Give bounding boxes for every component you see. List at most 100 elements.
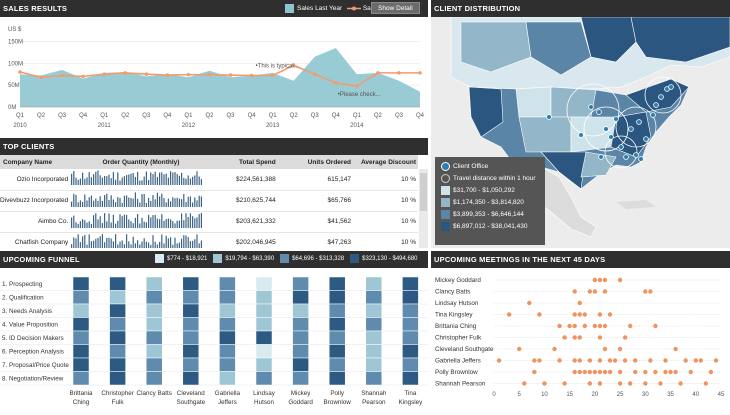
funnel-cell [402,357,419,372]
sales-point [355,84,359,88]
meeting-dot [663,369,668,375]
sparkbar [75,177,77,186]
meeting-dot [678,381,683,386]
funnel-cell [109,357,126,372]
sparkbar [80,241,82,248]
client-office-markers[interactable] [546,84,674,162]
column-header-average-discount[interactable]: Average Discount [355,155,418,169]
meeting-dot [587,289,593,294]
table-row[interactable]: Chatfish Company $202,046,945 $47,263 10 % [0,232,418,248]
funnel-person-last: Hutson [254,399,274,406]
order-quantity-sparkbars [71,232,211,248]
sparkbar [172,220,174,228]
sparkbar [113,172,115,186]
sparkbar [148,242,150,248]
sparkbar [187,175,190,186]
meeting-dot [557,323,562,329]
x-tick-label: Q2 [205,113,214,119]
sparkbar [181,212,183,228]
units-ordered-cell: $47,263 [281,232,356,248]
meeting-dot [577,335,582,340]
funnel-cell [365,290,383,305]
sales-point [312,72,317,76]
sparkbar [117,172,119,186]
meeting-dot [577,312,582,317]
funnel-person-first: Brittania [69,390,93,397]
meeting-dot [572,358,577,363]
meeting-dot [597,277,603,283]
sparkbar [165,235,168,248]
sparkbar [121,240,124,248]
meeting-dot [592,369,598,375]
sparkbar [115,233,117,248]
sparkbar [84,234,86,248]
sparkbar [128,240,130,248]
sparkbar [86,244,88,248]
sparkbar [82,218,84,228]
funnel-person-last: Brownlow [324,399,352,406]
funnel-cell [72,290,90,305]
meeting-x-tick: 25 [617,392,624,398]
show-detail-button[interactable]: Show Detail [371,2,420,14]
order-quantity-sparkbars [71,190,211,212]
meeting-dot [607,369,613,375]
meeting-dot [658,381,663,386]
column-header-order-quantity[interactable]: Order Quantity (Monthly) [71,155,211,169]
map-legend-bin-3: $3,899,353 - $6,646,144 [435,209,545,221]
table-header-row: Company Name Order Quantity (Monthly) To… [0,155,418,169]
ring-icon [441,173,450,183]
funnel-cell [72,371,90,386]
funnel-cell [255,276,273,291]
sparkbar [196,233,198,248]
clients-scrollbar[interactable] [419,169,428,248]
funnel-person-first: Christopher [101,390,134,397]
funnel-grid: 1. Prospecting 2. Qualification 3. Needs A… [0,276,428,406]
meeting-x-tick: 10 [541,392,548,398]
funnel-cell [219,330,236,345]
funnel-cell [72,317,90,332]
column-header-company[interactable]: Company Name [0,155,72,169]
sparkbar [115,179,117,186]
sparkbar [183,193,185,207]
sparkbar [124,176,126,186]
sparkbar [165,201,168,207]
sparkbar [152,234,154,248]
sparkbar [187,216,190,228]
sparkbar [174,172,176,186]
meeting-dot [693,358,698,363]
sparkbar [179,198,181,207]
client-distribution-map[interactable] [431,17,730,248]
map-legend-swatch [441,209,450,219]
map-legend: Client Office Travel distance within 1 h… [435,157,545,245]
column-header-total-spend[interactable]: Total Spend [210,155,282,169]
sparkbar [130,220,132,228]
meeting-dot [587,369,593,375]
funnel-legend-swatch [213,254,223,263]
sparkbar [117,220,119,228]
top-clients-header: TOP CLIENTS [0,138,428,155]
funnel-cell [109,330,126,345]
table-row[interactable]: Divevbuzz Incorporated $210,625,744 $65,76… [0,190,418,212]
sparkbar [183,178,185,186]
sparkbar [137,172,139,186]
sparkbar [137,213,139,228]
column-header-units-ordered[interactable]: Units Ordered [281,155,356,169]
sparkbar [119,197,121,207]
meeting-dot [572,323,577,329]
sales-point [186,72,191,77]
table-row[interactable]: Aimbo Co. $203,621,332 $41,562 10 % [0,211,418,233]
map-legend-bin-4-label: $6,897,012 - $38,041,430 [453,223,528,230]
sparkbar [135,242,137,248]
sparkbar [168,198,170,207]
meeting-dot [597,312,603,317]
meeting-dot [622,358,628,363]
clients-scroll-thumb[interactable] [420,173,427,211]
meeting-person-label: Shannah Pearson [435,381,486,388]
funnel-cell [402,290,419,305]
table-row[interactable]: Ozio Incorporated $224,561,388 615,147 10 % [0,169,418,191]
sparkbar [106,176,108,186]
sparkbar [168,237,170,248]
sparkbar [102,222,104,228]
funnel-cell [182,276,200,291]
meeting-person-label: Christopher Fulk [435,335,482,342]
